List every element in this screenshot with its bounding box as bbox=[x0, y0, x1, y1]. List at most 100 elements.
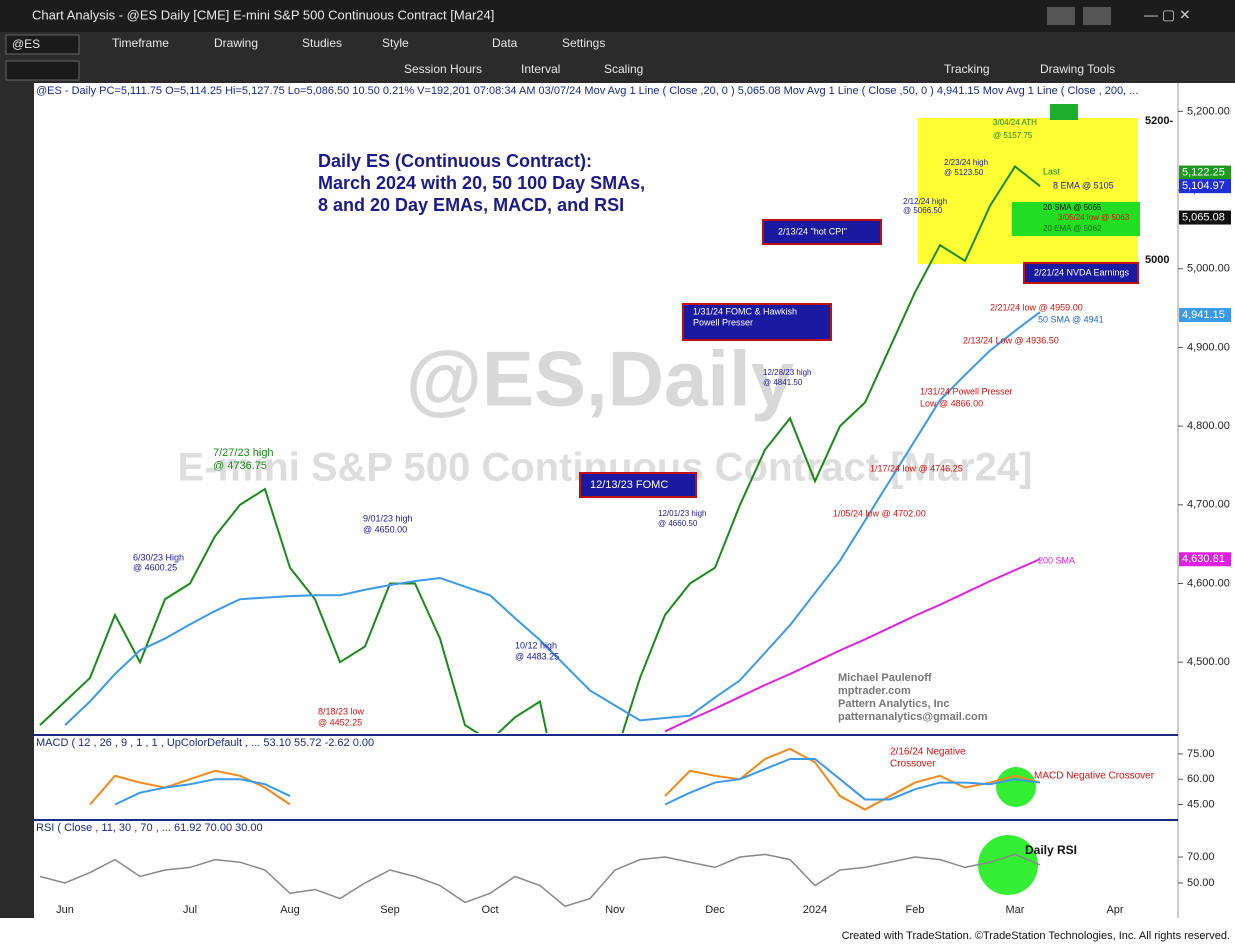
footer-bar bbox=[0, 918, 1235, 943]
toolbar-item[interactable]: Data bbox=[492, 36, 518, 50]
annotation: Low @ 4866.00 bbox=[920, 398, 983, 408]
y-tick-label: 60.00 bbox=[1187, 773, 1215, 785]
annotation: 12/01/23 high bbox=[658, 509, 707, 518]
annotation: @ 4452.25 bbox=[318, 717, 362, 727]
annotation: 5200- bbox=[1145, 115, 1173, 127]
watermark: @ES,Daily bbox=[406, 335, 794, 423]
x-tick-label: Dec bbox=[705, 904, 725, 916]
series-line bbox=[114, 757, 1041, 806]
y-tick-label: 4,600.00 bbox=[1187, 577, 1230, 589]
panel-title: RSI ( Close , 11, 30 , 70 , ... 61.92 70… bbox=[36, 822, 263, 834]
y-tick-label: 4,800.00 bbox=[1187, 420, 1230, 432]
price-marker bbox=[1179, 308, 1231, 323]
annotation: 8 EMA @ 5105 bbox=[1053, 180, 1114, 190]
annotation: mptrader.com bbox=[838, 685, 911, 697]
price-marker bbox=[1179, 552, 1231, 567]
annotation-box bbox=[1023, 262, 1139, 284]
x-tick-label: Jun bbox=[56, 904, 74, 916]
series-line bbox=[39, 164, 1041, 733]
symbol: @ES bbox=[12, 37, 40, 51]
price-marker bbox=[1179, 179, 1231, 194]
annotation: 6/30/23 High bbox=[133, 552, 184, 562]
annotation: March 2024 with 20, 50 100 Day SMAs, bbox=[318, 173, 645, 193]
price-marker-label: 5,122.25 bbox=[1182, 166, 1225, 178]
title-bar bbox=[0, 0, 1235, 32]
annotation: 3/05/24 low @ 5063 bbox=[1058, 213, 1130, 222]
x-tick-label: Jul bbox=[183, 904, 197, 916]
annotation: 20 EMA @ 5062 bbox=[1043, 224, 1102, 233]
price-marker-label: 4,630.81 bbox=[1182, 553, 1225, 565]
series-line bbox=[89, 747, 1041, 811]
annotation: @ 4483.25 bbox=[515, 651, 559, 661]
x-tick-label: Mar bbox=[1006, 904, 1025, 916]
y-tick-label: 4,500.00 bbox=[1187, 656, 1230, 668]
window-controls[interactable]: — ▢ ✕ bbox=[1144, 7, 1191, 23]
y-tick-label: 45.00 bbox=[1187, 798, 1215, 810]
annotation: 2/23/24 high bbox=[944, 158, 988, 167]
x-tick-label: 2024 bbox=[803, 904, 827, 916]
annotation: 1/31/24 Powell Presser bbox=[920, 386, 1013, 396]
annotation: Pattern Analytics, Inc bbox=[838, 698, 949, 710]
annotation: 1/05/24 low @ 4702.00 bbox=[833, 508, 926, 518]
annotation: 12/28/23 high bbox=[763, 368, 812, 377]
annotation: 9/01/23 high bbox=[363, 513, 413, 523]
x-tick-label: Sep bbox=[380, 904, 400, 916]
highlight-circle bbox=[996, 767, 1036, 807]
annotation: 1/31/24 FOMC & Hawkish bbox=[693, 306, 797, 316]
toolbar-item[interactable]: Studies bbox=[302, 36, 342, 50]
annotation: Michael Paulenoff bbox=[838, 672, 932, 684]
annotation: 20 SMA @ 5065 bbox=[1043, 203, 1102, 212]
toolbar-item[interactable]: Scaling bbox=[604, 62, 643, 76]
y-tick-label: 4,900.00 bbox=[1187, 341, 1230, 353]
annotation: Powell Presser bbox=[693, 317, 753, 327]
annotation: @ 4660.50 bbox=[658, 519, 698, 528]
price-marker-label: 5,065.08 bbox=[1182, 211, 1225, 223]
toolbar-item[interactable]: Tracking bbox=[944, 62, 990, 76]
annotation: 10/12 high bbox=[515, 640, 557, 650]
toolbar-item[interactable]: Timeframe bbox=[112, 36, 169, 50]
annotation: patternanalytics@gmail.com bbox=[838, 711, 988, 723]
y-tick-label: 50.00 bbox=[1187, 877, 1215, 889]
annotation: 8 and 20 Day EMAs, MACD, and RSI bbox=[318, 195, 624, 215]
toolbar-item[interactable]: Drawing Tools bbox=[1040, 62, 1115, 76]
annotation: 3/04/24 ATH bbox=[993, 118, 1037, 127]
highlight-box bbox=[918, 118, 1138, 264]
y-tick-label: 70.00 bbox=[1187, 851, 1215, 863]
y-tick-label: 4,700.00 bbox=[1187, 499, 1230, 511]
annotation: 1/17/24 low @ 4746.25 bbox=[870, 463, 963, 473]
annotation: @ 4650.00 bbox=[363, 524, 407, 534]
x-tick-label: Oct bbox=[481, 904, 498, 916]
annotation: 2/13/24 "hot CPI" bbox=[778, 226, 847, 236]
annotation: @ 4600.25 bbox=[133, 562, 177, 572]
button[interactable] bbox=[1047, 7, 1075, 25]
annotation: @ 5157.75 bbox=[993, 131, 1033, 140]
annotation: Daily RSI bbox=[1025, 843, 1077, 857]
button[interactable] bbox=[1083, 7, 1111, 25]
x-tick-label: Nov bbox=[605, 904, 625, 916]
annotation: 7/27/23 high bbox=[213, 447, 274, 459]
annotation: Crossover bbox=[890, 759, 936, 770]
interval-box[interactable] bbox=[5, 60, 80, 81]
toolbar-item[interactable]: Settings bbox=[562, 36, 605, 50]
symbol-box[interactable] bbox=[5, 34, 80, 55]
annotation: 2/16/24 Negative bbox=[890, 747, 966, 758]
toolbar-item[interactable]: Drawing bbox=[214, 36, 258, 50]
highlight-box bbox=[1012, 202, 1140, 236]
footer: Created with TradeStation. ©TradeStation… bbox=[842, 930, 1230, 942]
annotation-box bbox=[682, 303, 832, 341]
y-tick-label: 5,000.00 bbox=[1187, 263, 1230, 275]
toolbar-item[interactable]: Session Hours bbox=[404, 62, 482, 76]
highlight-circle bbox=[978, 835, 1038, 895]
annotation: 8/18/23 low bbox=[318, 706, 365, 716]
status-line: @ES - Daily PC=5,111.75 O=5,114.25 Hi=5,… bbox=[36, 85, 1138, 97]
series-line bbox=[664, 558, 1041, 733]
toolbar-item[interactable]: Interval bbox=[521, 62, 560, 76]
annotation: @ 5066.50 bbox=[903, 206, 943, 215]
y-tick-label: 75.00 bbox=[1187, 748, 1215, 760]
price-marker bbox=[1179, 210, 1231, 225]
series-line bbox=[39, 853, 1041, 908]
price-marker-label: 5,104.97 bbox=[1182, 180, 1225, 192]
annotation: 50 SMA @ 4941 bbox=[1038, 314, 1104, 324]
toolbar-item[interactable]: Style bbox=[382, 36, 409, 50]
